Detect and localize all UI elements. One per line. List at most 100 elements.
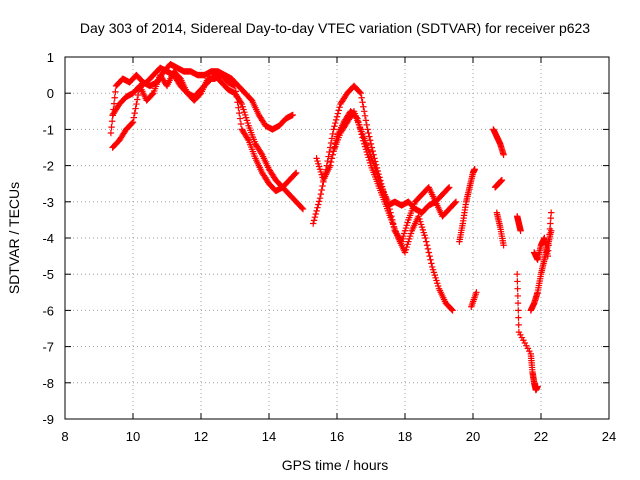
data-point — [108, 123, 115, 131]
data-point — [359, 99, 366, 106]
data-point — [336, 104, 343, 111]
data-point — [108, 118, 116, 125]
data-point — [331, 123, 338, 130]
data-point — [327, 162, 334, 169]
data-point — [389, 220, 397, 227]
data-point — [390, 223, 398, 231]
data-point — [357, 90, 364, 97]
data-point — [514, 299, 522, 307]
data-point — [329, 151, 336, 158]
data-point — [361, 112, 369, 120]
y-tick-label: 0 — [47, 86, 54, 101]
x-tick-label: 14 — [262, 429, 276, 444]
data-point — [389, 216, 396, 224]
x-tick-label: 10 — [126, 429, 140, 444]
data-point — [546, 231, 553, 238]
data-point — [388, 213, 395, 220]
data-point — [231, 82, 239, 90]
data-point — [327, 158, 335, 166]
data-point — [514, 292, 522, 300]
x-axis-label: GPS time / hours — [282, 457, 389, 473]
data-point — [128, 119, 136, 127]
data-point — [112, 88, 119, 96]
y-tick-label: -7 — [42, 340, 54, 355]
data-point — [534, 383, 541, 390]
x-tick-label: 24 — [602, 429, 616, 444]
y-tick-label: -5 — [42, 267, 54, 282]
data-point — [111, 94, 118, 101]
x-tick-label: 18 — [398, 429, 412, 444]
data-point — [515, 314, 522, 321]
y-tick-label: -8 — [42, 376, 54, 391]
data-point — [134, 91, 142, 99]
data-point — [471, 166, 478, 173]
data-point — [514, 278, 521, 285]
data-point — [356, 89, 364, 96]
data-point — [236, 109, 243, 117]
data-point — [244, 135, 251, 143]
y-tick-label: -1 — [42, 122, 54, 137]
data-point — [327, 139, 335, 147]
x-tick-label: 8 — [61, 429, 68, 444]
data-point — [233, 93, 240, 101]
data-point — [318, 186, 325, 194]
data-point — [545, 247, 552, 254]
data-point — [313, 207, 320, 215]
data-point — [422, 234, 429, 242]
data-point — [317, 190, 325, 198]
data-point — [387, 209, 394, 216]
data-point — [362, 117, 370, 124]
grid-lines — [65, 57, 609, 419]
y-tick-label: -3 — [42, 195, 54, 210]
data-point — [298, 204, 306, 212]
data-point — [545, 236, 553, 244]
data-point — [473, 289, 480, 296]
data-point — [326, 148, 333, 156]
data-point — [333, 113, 341, 120]
data-point — [328, 155, 336, 162]
data-point — [312, 210, 319, 218]
data-point — [235, 104, 242, 111]
data-point — [132, 105, 139, 112]
data-point — [423, 242, 431, 249]
data-point — [135, 87, 143, 94]
data-point — [423, 238, 430, 245]
data-point — [319, 182, 326, 190]
x-tick-label: 12 — [194, 429, 208, 444]
data-point — [311, 213, 319, 221]
data-point — [385, 202, 393, 209]
data-point — [445, 185, 452, 192]
data-point — [427, 256, 434, 263]
data-point — [515, 321, 522, 329]
data-point — [546, 225, 554, 233]
data-point — [315, 198, 323, 205]
x-tick-label: 22 — [534, 429, 548, 444]
data-point — [500, 242, 507, 249]
data-point — [426, 252, 433, 260]
chart-title: Day 303 of 2014, Sidereal Day-to-day VTE… — [80, 20, 590, 36]
data-point — [334, 110, 342, 117]
data-point — [425, 249, 432, 256]
data-point — [325, 153, 332, 160]
data-point — [335, 107, 342, 114]
data-point — [134, 96, 141, 103]
data-point — [133, 100, 140, 108]
data-point — [366, 133, 373, 140]
data-point — [360, 103, 367, 110]
data-point — [515, 307, 522, 314]
data-points — [107, 61, 555, 394]
data-point — [545, 242, 552, 249]
data-point — [324, 157, 331, 165]
data-point — [364, 126, 371, 133]
data-point — [452, 198, 460, 205]
data-point — [386, 205, 393, 213]
data-point — [232, 88, 240, 95]
data-point — [310, 220, 317, 227]
data-point — [448, 306, 455, 313]
data-point — [498, 176, 506, 184]
x-tick-label: 20 — [466, 429, 480, 444]
data-point — [330, 126, 337, 133]
data-point — [236, 115, 244, 122]
data-point — [328, 135, 336, 142]
